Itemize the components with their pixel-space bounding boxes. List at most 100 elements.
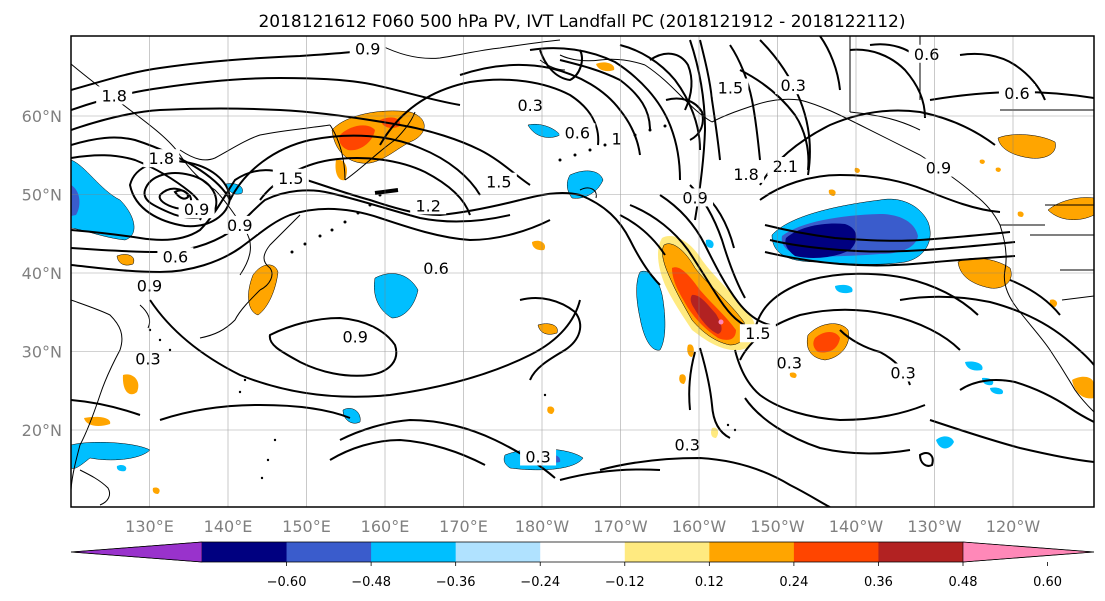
lon-tick-label: 160°W — [672, 517, 727, 536]
colorbar-tick-label: −0.48 — [351, 575, 391, 590]
contour-label-bg — [410, 196, 447, 215]
contour-label: 0.9 — [342, 327, 367, 346]
contour-label: 0.3 — [525, 447, 550, 466]
map-area[interactable]: 0.9 1.8 1.8 1.5 1.2 1.5 0.9 0.9 0.6 0.6 0.9 0.9 0.3 0… — [71, 36, 1094, 507]
contour-label: 1.5 — [718, 79, 743, 98]
contour-label-bg — [998, 84, 1035, 103]
map-frame — [70, 35, 1095, 508]
colorbar-tick-label: 0.36 — [864, 575, 893, 590]
colorbar-tick-label: 0.12 — [695, 575, 724, 590]
contour-label-bg — [712, 78, 749, 97]
contour-label-bg — [771, 353, 808, 372]
contour-label: 0.9 — [926, 159, 951, 178]
colorbar-swatch — [371, 542, 457, 562]
colorbar-tick-label: −0.36 — [436, 575, 476, 590]
latitude-tick-labels: 60°N 50°N 40°N 30°N 20°N — [22, 107, 62, 440]
lat-tick-label: 60°N — [22, 107, 62, 126]
contour-label-bg — [775, 76, 812, 95]
contour-label: 0.3 — [674, 436, 699, 455]
lat-tick-label: 30°N — [22, 343, 62, 362]
lat-tick-label: 40°N — [22, 264, 62, 283]
lon-tick-label: 170°W — [593, 517, 648, 536]
map-background — [71, 36, 1094, 507]
contour-label: 0.6 — [423, 259, 448, 278]
longitude-tick-labels: 130°E 140°E 150°E 160°E 170°E 180°W 170°W 160°W… — [125, 517, 1040, 536]
kuril-island-mark — [374, 188, 399, 195]
contour-label: 0.3 — [890, 363, 915, 382]
contour-label: 1.5 — [486, 173, 511, 192]
contour-label-bg — [739, 324, 776, 343]
colorbar-swatch — [878, 542, 964, 562]
lon-tick-label: 170°E — [439, 517, 488, 536]
contour-label-bg — [349, 39, 386, 58]
colorbar: −0.60 −0.48 −0.36 −0.24 −0.12 0.12 0.24 0.36 0.4… — [70, 541, 1095, 590]
contour-label: 0.9 — [682, 188, 707, 207]
contour-label: 0.3 — [777, 353, 802, 372]
contour-label: 0.9 — [355, 39, 380, 58]
colorbar-tick-label: −0.24 — [520, 575, 560, 590]
contour-labels: 0.9 1.8 1.8 1.5 1.2 1.5 0.9 0.9 0.6 0.6 0.9 0.9 0.3 0… — [96, 39, 1035, 466]
contour-label: 0.6 — [565, 123, 590, 142]
colorbar-tick-label: 0.48 — [949, 575, 978, 590]
contour-label-bg — [221, 215, 258, 234]
lon-tick-label: 140°E — [204, 517, 253, 536]
lon-tick-label: 150°W — [750, 517, 805, 536]
colorbar-swatch — [202, 542, 287, 562]
contour-label: 1.8 — [149, 149, 174, 168]
contour-label: 0.6 — [163, 247, 188, 266]
colorbar-outline — [70, 541, 1095, 563]
contour-label: 0.3 — [780, 76, 805, 95]
contour-label-bg — [885, 363, 922, 382]
contour-label-bg — [143, 149, 180, 168]
colorbar-extend-low — [70, 541, 203, 563]
figure-title: 2018121612 F060 500 hPa PV, IVT Landfall… — [258, 12, 905, 32]
contour-label: 0.3 — [517, 96, 542, 115]
contour-label: 1 — [611, 130, 621, 149]
contour-label: 1.5 — [745, 324, 770, 343]
contour-label-bg — [337, 327, 374, 346]
contour-label-bg — [920, 158, 957, 177]
contour-label: 0.6 — [914, 45, 939, 64]
lat-tick-label: 20°N — [22, 421, 62, 440]
colorbar-swatch — [540, 542, 626, 562]
contour-label-bg — [767, 157, 804, 176]
contour-label-bg — [669, 435, 706, 454]
colorbar-tick-label: 0.60 — [1033, 575, 1062, 590]
contour-label-bg — [480, 172, 517, 191]
colorbar-tick-label: 0.24 — [779, 575, 808, 590]
lon-tick-label: 120°W — [986, 517, 1041, 536]
colorbar-swatch — [709, 542, 795, 562]
lon-tick-label: 130°E — [125, 517, 174, 536]
contour-label-bg — [272, 168, 309, 187]
contour-label-bg — [520, 447, 557, 466]
colorbar-tick-label: −0.60 — [267, 575, 307, 590]
colorbar-extend-high — [962, 541, 1095, 563]
contour-label-bg — [677, 188, 714, 207]
lon-tick-label: 160°E — [361, 517, 410, 536]
lon-tick-label: 130°W — [907, 517, 962, 536]
lat-tick-label: 50°N — [22, 186, 62, 205]
contour-label-bg — [157, 247, 194, 266]
contour-label-bg — [728, 164, 765, 183]
colorbar-tick-label: −0.12 — [605, 575, 645, 590]
contour-label-bg — [129, 349, 166, 368]
contour-label: 1.8 — [733, 165, 758, 184]
colorbar-swatch — [286, 542, 372, 562]
contour-label: 2.1 — [773, 157, 798, 176]
contour-label: 0.9 — [227, 216, 252, 235]
colorbar-swatch — [793, 542, 879, 562]
colorbar-swatch — [455, 542, 541, 562]
contour-label: 1.8 — [101, 86, 126, 105]
contour-label-bg — [418, 259, 455, 278]
contour-label-bg — [908, 44, 945, 63]
contour-label: 0.3 — [135, 349, 160, 368]
contour-label-bg — [96, 86, 133, 105]
contour-label: 0.9 — [184, 200, 209, 219]
contour-label-bg — [559, 123, 596, 142]
contour-label-bg — [512, 95, 549, 114]
lon-tick-label: 180°W — [515, 517, 570, 536]
contour-label: 0.6 — [1004, 84, 1029, 103]
contour-label-bg — [178, 200, 215, 219]
